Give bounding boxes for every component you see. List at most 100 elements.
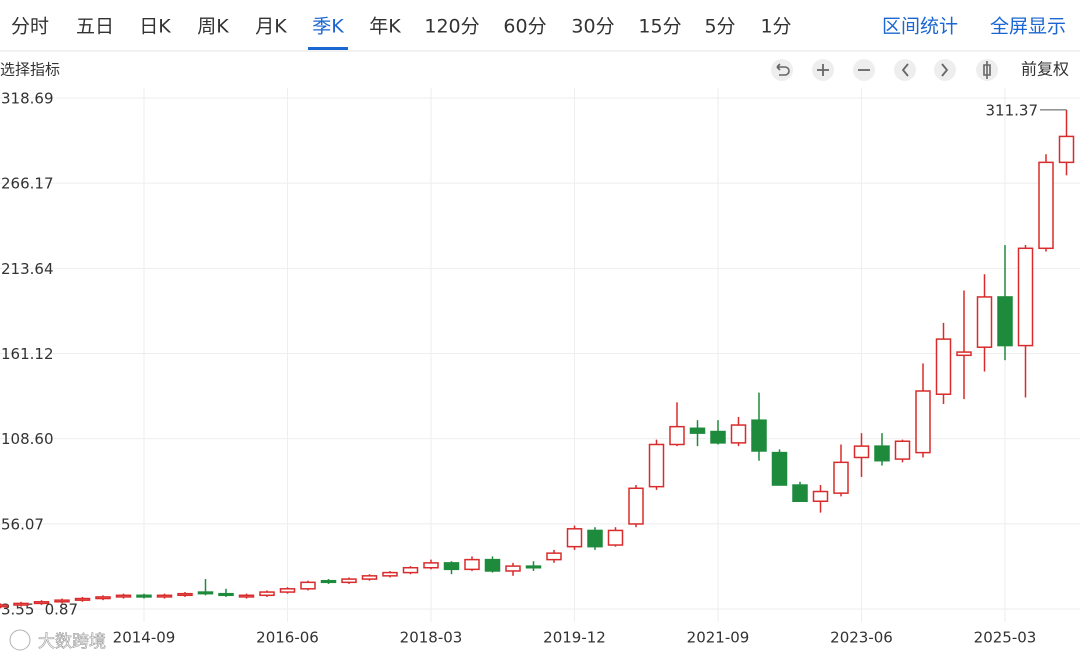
right-icon	[941, 63, 949, 77]
candle-body	[587, 529, 603, 548]
candle-body	[833, 461, 849, 494]
candle-body	[238, 594, 255, 598]
candle-body	[1017, 247, 1034, 347]
candle-body	[279, 588, 296, 593]
candle-body	[956, 351, 972, 357]
watermark-icon-outline	[9, 629, 31, 651]
candle-body	[525, 565, 542, 569]
period-tab[interactable]: 季K	[312, 16, 344, 38]
candle-body	[976, 296, 993, 348]
candle-body	[997, 296, 1013, 347]
candle-icon	[983, 61, 991, 79]
candle-body	[730, 424, 747, 444]
toolbar-icons	[771, 59, 998, 81]
y-tick-label: 213.64	[1, 260, 54, 278]
candle-body	[54, 599, 70, 603]
x-tick-label: 2025-03	[974, 629, 1037, 647]
candle-body	[566, 528, 583, 548]
candle-body	[0, 604, 9, 608]
candle-body	[156, 594, 173, 598]
candle-body	[751, 419, 767, 452]
header-action[interactable]: 区间统计	[882, 16, 958, 38]
candle-body	[628, 487, 644, 525]
candle-body	[648, 443, 665, 488]
plus-icon	[817, 64, 829, 76]
watermark	[8, 628, 32, 652]
x-tick-label: 2014-09	[113, 629, 176, 647]
x-tick-label: 2019-12	[543, 629, 606, 647]
candle-body	[1038, 161, 1054, 250]
candle-body	[402, 566, 419, 574]
indicator-select[interactable]: 选择指标	[0, 61, 60, 79]
right-button[interactable]	[934, 59, 956, 81]
period-tab[interactable]: 年K	[369, 16, 401, 38]
candle-body	[33, 601, 50, 605]
candle-body	[341, 578, 357, 584]
candle-body	[484, 558, 501, 572]
candle-body	[669, 425, 685, 446]
candle-body	[382, 571, 398, 577]
candle-body	[464, 558, 480, 571]
adjust-select[interactable]: 前复权	[1021, 60, 1069, 79]
candle-body	[13, 602, 29, 606]
candle-body	[95, 596, 111, 600]
period-tab[interactable]: 5分	[704, 16, 735, 38]
left-icon	[901, 63, 909, 77]
candle-body	[505, 565, 521, 572]
y-tick-label: 266.17	[1, 175, 54, 193]
period-tab[interactable]: 日K	[139, 16, 171, 38]
candle-body	[177, 592, 193, 597]
left-button[interactable]	[894, 59, 916, 81]
candle-body	[792, 484, 808, 503]
watermark-text: 大数跨境	[38, 632, 106, 652]
y-tick-label: 161.12	[1, 345, 54, 363]
undo-button[interactable]	[771, 59, 793, 81]
candle-body	[218, 592, 234, 597]
candle-body	[771, 451, 788, 486]
period-tab[interactable]: 月K	[255, 16, 287, 38]
x-tick-label: 2018-03	[400, 629, 463, 647]
period-tab[interactable]: 周K	[197, 16, 229, 38]
candle-body	[689, 427, 706, 434]
x-tick-label: 2016-06	[256, 629, 319, 647]
y-tick-label: 56.07	[1, 515, 44, 533]
header-action[interactable]: 全屏显示	[990, 16, 1066, 38]
candle-body	[320, 579, 337, 584]
candle-body	[300, 581, 316, 590]
period-tab[interactable]: 60分	[503, 16, 546, 38]
candle-body	[197, 591, 214, 595]
period-tab[interactable]: 1分	[760, 16, 791, 38]
candle-body	[115, 594, 132, 598]
x-tick-label: 2023-06	[830, 629, 893, 647]
candle-body	[361, 575, 378, 580]
min-annotation: 0.87	[45, 601, 78, 619]
period-tab[interactable]: 分时	[11, 16, 49, 38]
period-tab[interactable]: 120分	[424, 16, 479, 38]
candle-body	[874, 445, 890, 462]
candle-body	[74, 597, 91, 601]
candle-body	[607, 529, 624, 546]
candle-body	[915, 390, 931, 454]
active-tab-underline	[308, 47, 348, 50]
undo-icon	[776, 63, 790, 76]
max-annotation: 311.37	[986, 101, 1039, 119]
period-tab[interactable]: 15分	[638, 16, 681, 38]
candle-body	[443, 562, 460, 571]
candle-body	[812, 490, 829, 503]
period-tab[interactable]: 五日	[76, 16, 114, 38]
candle-body	[935, 338, 952, 395]
x-tick-label: 2021-09	[687, 629, 750, 647]
candle-body	[259, 591, 275, 597]
candle-body	[546, 552, 562, 561]
candle-body	[423, 562, 439, 569]
candle-body	[710, 430, 726, 444]
candle-body	[136, 594, 152, 598]
candle-body	[853, 445, 870, 459]
period-tab[interactable]: 30分	[571, 16, 614, 38]
candle-body	[894, 440, 911, 460]
y-tick-label: 108.60	[1, 430, 54, 448]
y-tick-label: 318.69	[1, 90, 54, 108]
candle-body	[1058, 135, 1075, 164]
